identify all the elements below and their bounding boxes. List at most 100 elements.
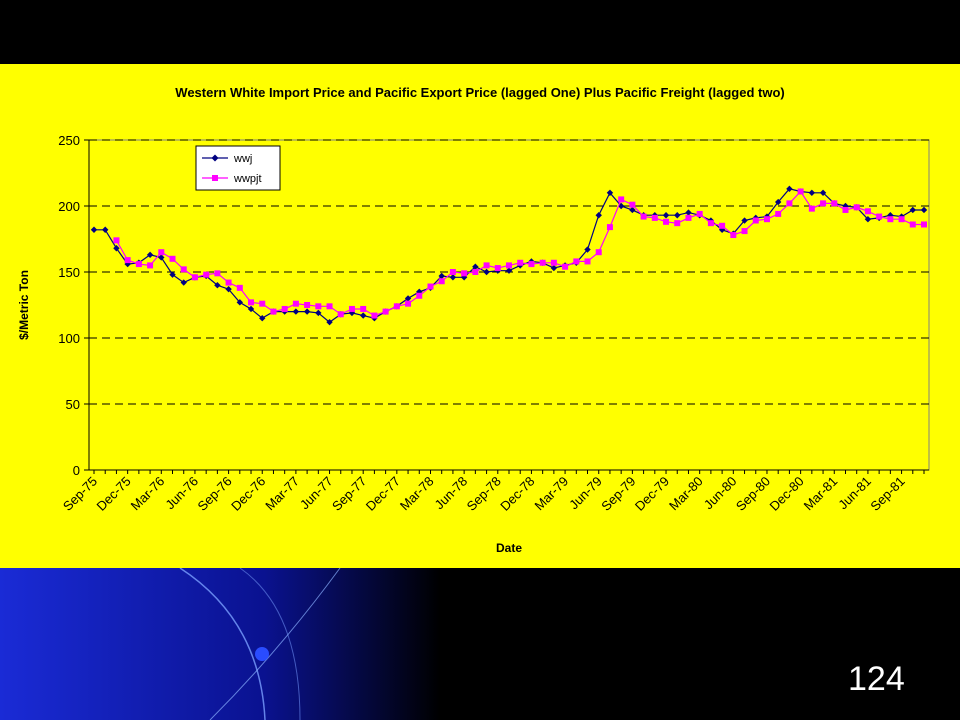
data-point-wwj [718,226,726,233]
data-point-wwj [909,206,916,214]
y-tick-label: 150 [58,265,80,280]
data-point-wwpjt [405,300,412,307]
data-point-wwpjt [763,216,770,223]
data-point-wwj [808,189,816,196]
data-point-wwj [819,189,827,196]
data-point-wwpjt [113,237,120,244]
data-point-wwpjt [203,271,210,278]
legend-box [195,145,281,191]
line-chart: Western White Import Price and Pacific E… [17,85,930,555]
data-point-wwj [113,245,120,252]
data-point-wwpjt [685,214,692,221]
data-point-wwj [236,299,244,306]
data-point-wwj [774,198,782,206]
data-point-wwj [180,279,187,286]
x-tick-label: Sep-81 [867,474,907,514]
data-point-wwpjt [315,303,322,310]
data-point-wwj [247,305,255,313]
data-point-wwpjt [191,274,198,281]
data-point-wwpjt [270,308,277,315]
data-point-wwpjt [707,220,714,227]
data-point-wwpjt [348,305,355,312]
x-tick-label: Mar-81 [801,474,841,514]
data-point-wwpjt [427,283,434,290]
data-point-wwpjt [360,305,367,312]
data-point-wwpjt [292,300,299,307]
x-tick-label: Dec-79 [632,474,672,514]
blue-gradient-band [0,568,440,720]
data-point-wwpjt [472,269,479,275]
data-point-wwpjt [730,232,737,239]
chart-panel: Western White Import Price and Pacific E… [0,64,960,568]
data-point-wwj [326,318,333,326]
x-tick-label: Mar-80 [666,474,706,514]
data-point-wwpjt [371,312,378,319]
data-point-wwpjt [135,261,142,268]
data-point-wwj [550,264,558,272]
data-point-wwpjt [528,261,535,268]
data-point-wwpjt [820,200,827,207]
x-tick-label: Sep-76 [194,474,234,514]
data-point-wwpjt [853,204,860,211]
x-tick-label: Mar-78 [397,474,437,514]
data-point-wwpjt [147,262,154,269]
data-point-wwj [864,216,872,223]
legend-marker-wwj [211,154,219,162]
decorative-swoosh [209,567,341,720]
data-point-wwj [404,295,412,302]
data-point-wwj [606,189,614,196]
data-point-wwpjt [786,200,793,207]
data-point-wwpjt [573,258,580,265]
data-point-wwpjt [248,299,255,306]
data-point-wwj [674,212,681,219]
data-point-wwj [359,312,367,319]
data-point-wwpjt [483,262,490,269]
legend-label-wwpjt: wwpjt [233,173,262,185]
data-point-wwpjt [741,228,748,235]
x-tick-label: Sep-77 [329,474,369,514]
legend: wwj wwpjt [195,145,281,191]
data-point-wwpjt [831,200,838,207]
data-point-wwj [842,202,849,210]
x-tick-label: Dec-75 [94,474,134,514]
y-tick-label: 100 [58,331,80,346]
data-point-wwj [146,251,154,259]
data-point-wwj [102,226,109,233]
data-point-wwpjt [438,278,445,285]
data-point-wwpjt [416,292,423,299]
data-point-wwj [920,206,928,214]
data-point-wwpjt [595,249,602,256]
data-point-wwpjt [808,205,815,212]
x-axis-label: Date [496,541,522,555]
data-point-wwpjt [214,270,221,277]
data-point-wwpjt [494,265,501,272]
data-point-wwpjt [752,217,759,224]
x-tick-label: Dec-80 [766,474,806,514]
decorative-swoosh [179,567,266,720]
x-tick-label: Dec-78 [497,474,537,514]
data-point-wwpjt [506,262,512,269]
data-point-wwpjt [674,220,681,227]
plot-area [88,139,930,471]
chart-title: Western White Import Price and Pacific E… [175,85,784,100]
data-point-wwpjt [304,302,311,308]
x-tick-label: Jun-78 [432,474,471,513]
data-point-wwpjt [236,284,243,291]
data-point-wwj [741,217,748,224]
data-point-wwpjt [719,222,726,229]
x-tick-label: Jun-80 [701,474,740,513]
data-point-wwpjt [449,269,456,275]
data-point-wwpjt [775,210,782,217]
data-point-wwj [629,206,636,214]
data-point-wwj [505,267,513,274]
data-point-wwpjt [921,221,927,228]
x-tick-label: Dec-77 [363,474,403,514]
x-tick-label: Mar-77 [262,474,302,514]
y-tick-label: 0 [73,463,80,478]
data-point-wwj [786,185,793,193]
axes [84,139,929,474]
data-point-wwj [595,212,602,219]
data-point-wwj [483,268,490,276]
data-point-wwpjt [618,196,625,203]
data-point-wwj [662,212,670,219]
